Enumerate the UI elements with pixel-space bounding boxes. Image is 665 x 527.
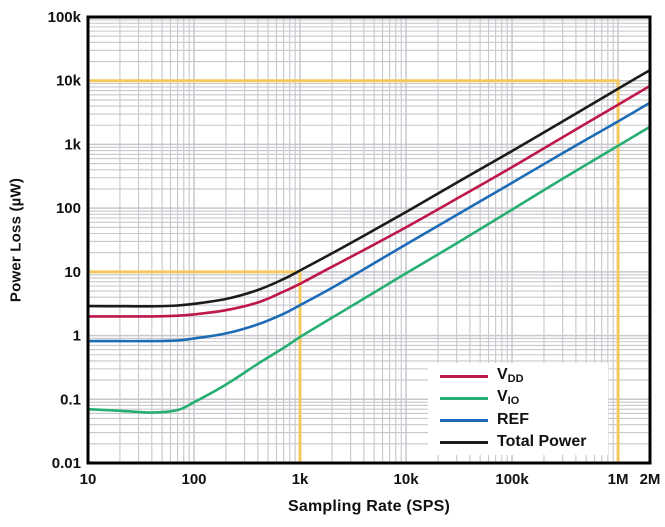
x-tick-label: 100k <box>495 471 529 488</box>
legend-item-total-power: Total Power <box>440 433 608 452</box>
y-axis-title: Power Loss (µW) <box>7 177 25 303</box>
crosshair-annotation <box>88 79 620 463</box>
legend-swatch <box>440 396 488 400</box>
series-line-ref <box>86 101 652 343</box>
y-tick-label: 1k <box>64 136 81 153</box>
series-curves <box>86 68 652 414</box>
plot-frame <box>86 15 652 465</box>
legend-item-vio: VIO <box>440 389 608 408</box>
x-tick-label: 10 <box>80 471 97 488</box>
y-tick-label: 10 <box>64 264 81 281</box>
y-tick-label: 100 <box>56 200 81 217</box>
legend-swatch <box>440 374 488 378</box>
legend: VDD VIO REF Total Power <box>428 363 608 455</box>
legend-swatch <box>440 440 488 444</box>
x-tick-label: 2M <box>640 471 661 488</box>
x-tick-label: 1M <box>608 471 629 488</box>
y-tick-label: 0.1 <box>60 391 81 408</box>
legend-item-ref: REF <box>440 411 608 430</box>
legend-label: VIO <box>497 388 520 407</box>
y-tick-label: 100k <box>48 9 82 26</box>
legend-label: REF <box>497 411 529 428</box>
legend-swatch <box>440 418 488 422</box>
x-axis-title: Sampling Rate (SPS) <box>287 498 451 515</box>
y-tick-label: 1 <box>73 328 81 345</box>
y-tick-label: 10k <box>56 73 82 90</box>
x-tick-label: 10k <box>394 471 420 488</box>
series-line-vio <box>86 125 652 414</box>
legend-label: VDD <box>497 366 524 385</box>
series-line-vdd <box>86 84 652 318</box>
legend-item-vdd: VDD <box>440 367 608 386</box>
x-tick-label: 1k <box>292 471 309 488</box>
x-tick-label: 100 <box>182 471 207 488</box>
series-line-total-power <box>86 68 652 308</box>
y-tick-label: 0.01 <box>52 455 81 472</box>
legend-label: Total Power <box>497 433 587 450</box>
